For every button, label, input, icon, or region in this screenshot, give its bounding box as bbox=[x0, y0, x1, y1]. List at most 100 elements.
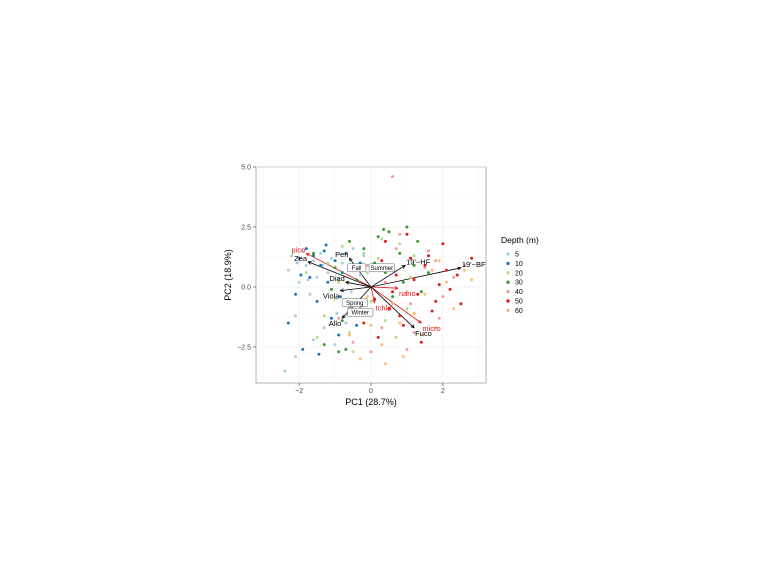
data-point-depth-30 bbox=[387, 230, 391, 234]
vector-arrowhead bbox=[307, 261, 312, 265]
legend-key bbox=[506, 271, 510, 275]
legend-label: 50 bbox=[515, 299, 523, 306]
data-point-depth-10 bbox=[329, 316, 333, 320]
data-point-depth-40 bbox=[412, 331, 416, 335]
data-point-depth-40 bbox=[462, 263, 466, 267]
data-point-depth-10 bbox=[333, 259, 337, 263]
data-point-depth-50 bbox=[441, 242, 445, 246]
data-point-depth-10 bbox=[299, 273, 303, 277]
data-point-depth-50 bbox=[409, 256, 413, 260]
legend-label: 60 bbox=[515, 308, 523, 315]
data-point-depth-20 bbox=[304, 271, 308, 275]
vector-arrowhead bbox=[339, 288, 344, 293]
data-point-depth-5 bbox=[337, 278, 341, 282]
vector-arrowhead bbox=[394, 286, 399, 290]
data-point-depth-20 bbox=[394, 335, 398, 339]
data-point-depth-5 bbox=[294, 314, 298, 318]
data-point-depth-50 bbox=[405, 232, 409, 236]
vector-arrowhead bbox=[417, 319, 423, 324]
y-tick-label: 2.5 bbox=[241, 225, 251, 232]
data-point-depth-50 bbox=[437, 283, 441, 287]
data-point-depth-30 bbox=[355, 278, 359, 282]
data-point-depth-60 bbox=[401, 355, 405, 359]
data-point-depth-30 bbox=[340, 319, 344, 323]
data-point-depth-50 bbox=[416, 292, 420, 296]
data-point-depth-30 bbox=[391, 295, 395, 299]
data-point-depth-10 bbox=[337, 333, 341, 337]
data-point-depth-5 bbox=[349, 290, 353, 294]
data-point-depth-5 bbox=[351, 247, 355, 251]
data-point-depth-20 bbox=[369, 299, 373, 303]
centroid-label: Summer bbox=[370, 266, 393, 272]
data-point-depth-30 bbox=[412, 263, 416, 267]
vector-arrow bbox=[349, 257, 372, 288]
data-point-depth-50 bbox=[398, 314, 402, 318]
data-point-depth-50 bbox=[383, 239, 387, 243]
data-point-depth-40 bbox=[437, 316, 441, 320]
data-point-depth-10 bbox=[308, 275, 312, 279]
data-point-depth-40 bbox=[441, 295, 445, 299]
vector-arrowhead bbox=[457, 266, 462, 271]
data-point-depth-40 bbox=[337, 316, 341, 320]
vector-arrow bbox=[370, 265, 406, 288]
data-point-depth-5 bbox=[304, 263, 308, 267]
data-point-depth-60 bbox=[369, 323, 373, 327]
vector-arrow bbox=[370, 286, 398, 289]
centroid-label: Fall bbox=[352, 266, 362, 272]
data-point-depth-50 bbox=[362, 321, 366, 325]
centroid-box bbox=[368, 263, 395, 272]
data-point-depth-5 bbox=[312, 259, 315, 263]
vector-arrowhead bbox=[305, 252, 310, 257]
vector-label: 19'−HF bbox=[406, 257, 431, 266]
data-point-depth-30 bbox=[337, 350, 341, 354]
data-point-depth-30 bbox=[419, 290, 423, 294]
data-point-depth-60 bbox=[423, 292, 427, 296]
data-point-depth-30 bbox=[401, 280, 405, 284]
data-point-depth-50 bbox=[434, 299, 438, 303]
data-point-depth-5 bbox=[362, 254, 366, 258]
legend-key bbox=[506, 289, 510, 294]
data-point-depth-5 bbox=[326, 271, 330, 275]
data-point-depth-5 bbox=[290, 254, 294, 258]
centroid-label: Winter bbox=[352, 310, 369, 316]
legend-label: 10 bbox=[515, 261, 523, 268]
data-point-depth-10 bbox=[324, 243, 328, 247]
data-point-depth-50 bbox=[373, 297, 377, 301]
data-point-depth-60 bbox=[444, 280, 448, 284]
data-point-depth-60 bbox=[462, 268, 466, 272]
data-point-depth-60 bbox=[347, 333, 351, 337]
data-point-depth-20 bbox=[412, 254, 416, 258]
data-point-depth-5 bbox=[344, 321, 348, 325]
data-point-depth-30 bbox=[405, 225, 409, 229]
vector-arrow bbox=[307, 261, 372, 288]
data-point-depth-10 bbox=[326, 280, 330, 284]
data-point-depth-20 bbox=[362, 251, 366, 255]
data-point-depth-60 bbox=[412, 311, 416, 315]
vector-label: Viola bbox=[323, 292, 340, 301]
vector-arrow bbox=[370, 286, 415, 329]
vector-label: Diad bbox=[329, 274, 344, 283]
data-point-depth-40 bbox=[423, 266, 427, 270]
legend-label: 30 bbox=[515, 280, 523, 287]
data-point-depth-10 bbox=[312, 254, 315, 258]
vector-arrowhead bbox=[410, 324, 415, 329]
data-point-depth-60 bbox=[398, 321, 402, 325]
data-point-depth-60 bbox=[437, 259, 441, 263]
centroid-box bbox=[347, 308, 374, 317]
data-point-depth-10 bbox=[286, 321, 290, 325]
x-tick-label: 2 bbox=[441, 388, 445, 395]
centroid-label: Spring bbox=[346, 301, 363, 307]
data-point-depth-5 bbox=[333, 343, 337, 347]
data-point-depth-60 bbox=[419, 333, 423, 337]
data-point-depth-40 bbox=[365, 263, 369, 267]
y-axis-ticks: −2.5 0.0 2.5 5.0 bbox=[237, 165, 256, 352]
data-point-depth-5 bbox=[312, 338, 315, 342]
data-point-depth-20 bbox=[347, 331, 351, 335]
data-point-depth-10 bbox=[319, 263, 323, 267]
grid-lines bbox=[256, 166, 486, 383]
data-point-depth-20 bbox=[351, 350, 355, 354]
legend-key bbox=[506, 308, 510, 313]
data-point-depth-50 bbox=[427, 254, 430, 258]
vector-arrowhead bbox=[401, 264, 406, 269]
vector-label: 19'−BF bbox=[462, 260, 486, 269]
